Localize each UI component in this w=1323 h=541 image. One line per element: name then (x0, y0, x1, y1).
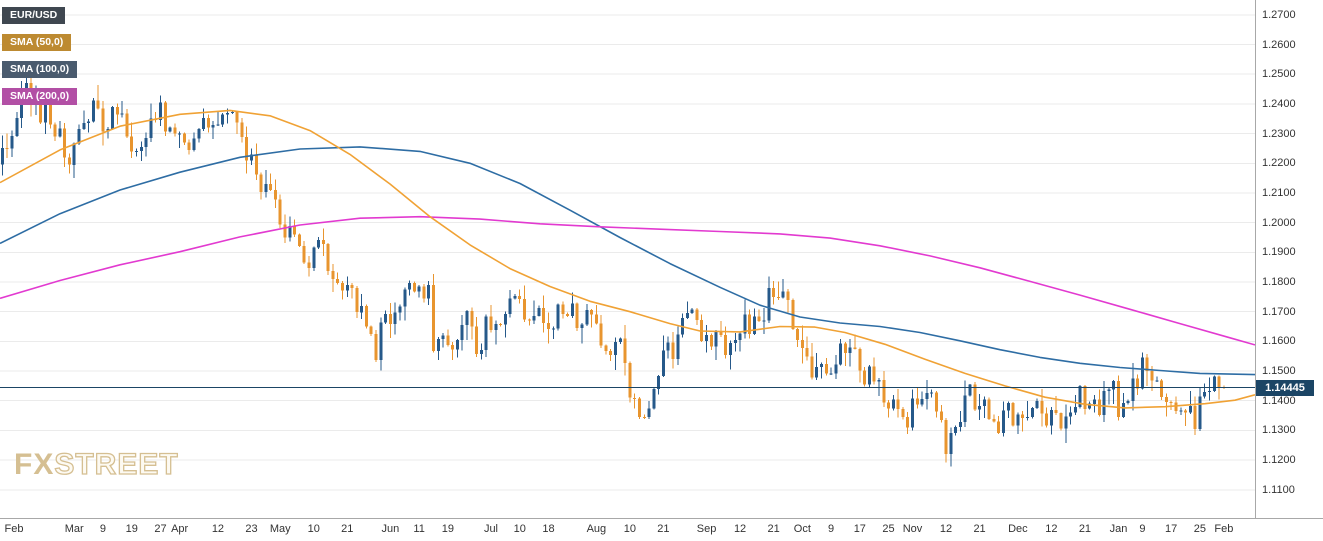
x-tick-label: 12 (733, 523, 747, 535)
price-chart-canvas[interactable] (0, 0, 1255, 518)
y-tick-label: 1.2700 (1262, 8, 1296, 21)
watermark-street: STREET (54, 448, 179, 481)
y-tick-label: 1.1500 (1262, 365, 1296, 378)
x-tick-label: 11 (413, 523, 425, 535)
sma-50-line (0, 109, 1255, 409)
x-tick-label: 12 (211, 523, 225, 535)
last-price-value: 1.14445 (1265, 381, 1305, 394)
y-tick-label: 1.1600 (1262, 335, 1296, 348)
fxstreet-watermark: FXSTREET (14, 448, 179, 481)
x-tick-label: 21 (341, 523, 354, 535)
x-tick-label: 12 (939, 523, 953, 535)
x-tick-label: 9 (828, 523, 835, 535)
x-tick-label: 27 (154, 523, 167, 535)
x-tick-label: Oct (793, 523, 811, 535)
x-tick-label: Jun (381, 523, 400, 535)
x-tick-label: 18 (542, 523, 555, 535)
legend-badge-sma-50-0[interactable]: SMA (50,0) (2, 34, 72, 51)
x-tick-label: 21 (973, 523, 986, 535)
y-tick-label: 1.1900 (1262, 246, 1296, 259)
y-tick-label: 1.1700 (1262, 305, 1296, 318)
x-tick-label: Dec (1008, 523, 1028, 535)
candles (0, 74, 1226, 467)
legend-badge-sma-100-0[interactable]: SMA (100,0) (2, 61, 78, 78)
y-tick-label: 1.2300 (1262, 127, 1296, 140)
x-tick-label: Feb (4, 523, 24, 535)
y-tick-label: 1.2400 (1262, 97, 1296, 110)
y-tick-label: 1.2500 (1262, 68, 1296, 81)
x-tick-label: 23 (245, 523, 258, 535)
y-tick-label: 1.1800 (1262, 276, 1296, 288)
x-tick-label: 21 (1078, 523, 1092, 535)
y-tick-label: 1.2100 (1262, 186, 1296, 199)
y-tick-label: 1.1400 (1262, 394, 1296, 407)
x-tick-label: 21 (657, 523, 670, 535)
last-price-label: 1.14445 (1256, 379, 1314, 396)
y-tick-label: 1.1100 (1262, 483, 1295, 496)
sma-200-line (0, 215, 1255, 346)
x-tick-label: Jan (1109, 523, 1128, 535)
x-tick-label: 12 (1045, 523, 1058, 535)
x-tick-label: 25 (882, 523, 895, 535)
y-tick-label: 1.2200 (1262, 157, 1296, 170)
x-tick-label: Jul (483, 523, 498, 535)
x-tick-label: 9 (99, 523, 107, 535)
x-tick-label: 19 (125, 523, 138, 535)
y-tick-label: 1.1300 (1262, 424, 1296, 437)
x-tick-label: Feb (1214, 523, 1234, 535)
x-tick-label: 21 (767, 523, 780, 535)
x-tick-label: Sep (696, 523, 717, 535)
x-tick-label: 9 (1139, 523, 1146, 535)
y-tick-label: 1.2600 (1262, 38, 1296, 51)
x-tick-label: 17 (853, 523, 866, 535)
x-tick-label: 10 (307, 523, 320, 535)
x-tick-label: Aug (586, 523, 607, 535)
x-tick-label: Nov (902, 523, 923, 535)
x-tick-label: Apr (171, 523, 189, 535)
x-tick-label: 10 (513, 523, 526, 535)
x-tick-label: 17 (1165, 523, 1178, 535)
legend-badge-eur-usd[interactable]: EUR/USD (2, 7, 66, 24)
x-tick-label: 10 (623, 523, 637, 535)
x-tick-label: May (269, 523, 291, 535)
y-axis-border (1255, 0, 1256, 519)
x-axis-border (0, 518, 1323, 519)
legend-badge-sma-200-0[interactable]: SMA (200,0) (2, 88, 78, 105)
x-tick-label: Mar (64, 523, 84, 535)
sma-100-line (0, 146, 1255, 376)
y-tick-label: 1.1200 (1262, 454, 1296, 467)
watermark-fx: FX (14, 448, 55, 481)
grid (0, 14, 1255, 491)
x-tick-label: 25 (1193, 523, 1207, 535)
x-tick-label: 19 (441, 523, 454, 535)
y-tick-label: 1.2000 (1262, 216, 1296, 229)
